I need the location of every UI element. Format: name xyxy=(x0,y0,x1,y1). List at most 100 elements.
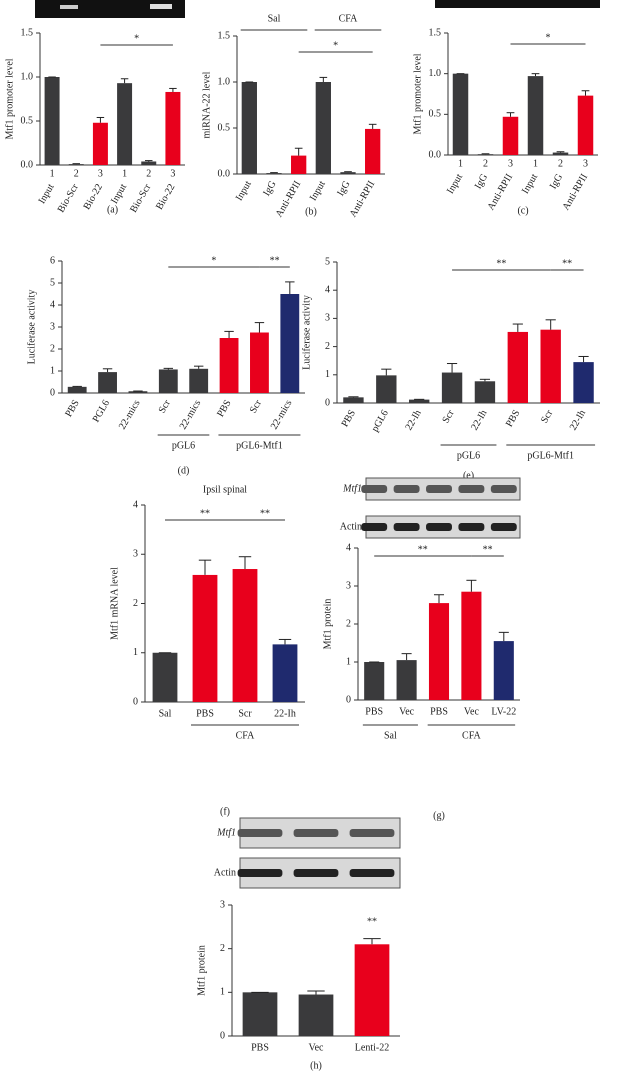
y-axis-label: Mtf1 protein xyxy=(196,945,207,996)
significance-label: * xyxy=(211,255,216,266)
y-axis-label: Luciferase activity xyxy=(301,295,312,370)
y-tick-label: 1 xyxy=(133,647,138,658)
x-tick-label: 22-Ih xyxy=(469,408,489,432)
y-tick-label: 1.5 xyxy=(21,27,34,38)
blot-label: Mtf1 xyxy=(216,827,236,838)
y-tick-label: 4 xyxy=(325,284,330,295)
panel-label: (g) xyxy=(433,810,445,821)
panel-label: (e) xyxy=(463,470,474,481)
x-tick-label: Vec xyxy=(464,706,480,717)
bar xyxy=(92,122,108,165)
x-tick-label: Input xyxy=(234,179,254,203)
bar xyxy=(98,372,117,393)
sub-label: 1 xyxy=(533,158,538,169)
panel-label: (d) xyxy=(178,465,190,476)
x-tick-label: Scr xyxy=(157,398,174,416)
blot-band xyxy=(237,869,283,877)
y-axis-label: Mtf1 mRNA level xyxy=(109,567,120,640)
y-axis-label: Mtf1 promoter level xyxy=(412,53,423,134)
blot-band xyxy=(293,869,339,877)
sub-label: 3 xyxy=(98,168,103,179)
y-tick-label: 1.0 xyxy=(21,71,34,82)
x-tick-label: IgG xyxy=(548,172,565,191)
y-axis-label: Mtf1 protein xyxy=(322,599,333,650)
bar xyxy=(340,172,356,174)
x-tick-label: PBS xyxy=(340,408,358,429)
y-tick-label: 0 xyxy=(133,696,138,707)
gel-band xyxy=(60,5,78,9)
y-tick-label: 1 xyxy=(325,369,330,380)
x-tick-label: IgG xyxy=(335,179,352,198)
blot-label: Actin xyxy=(340,521,362,532)
panel-label: (a) xyxy=(107,204,118,215)
x-tick-label: 22-Ih xyxy=(274,708,296,719)
blot-band xyxy=(393,523,420,531)
x-tick-label: Input xyxy=(520,172,540,196)
group-label: Sal xyxy=(384,730,397,741)
bar xyxy=(165,91,181,165)
y-tick-label: 0.0 xyxy=(218,168,231,179)
bar xyxy=(280,294,300,393)
x-tick-label: PBS xyxy=(196,708,214,719)
y-tick-label: 1 xyxy=(346,656,351,667)
y-tick-label: 0 xyxy=(346,694,351,705)
y-tick-label: 1.0 xyxy=(429,68,442,79)
y-tick-label: 4 xyxy=(346,542,351,553)
sub-label: 2 xyxy=(483,158,488,169)
bar xyxy=(354,944,390,1036)
bar xyxy=(461,591,482,700)
x-tick-label: 22-Ih xyxy=(568,408,588,432)
y-tick-label: 2 xyxy=(325,341,330,352)
y-tick-label: 0.0 xyxy=(21,159,34,170)
blot-band xyxy=(458,523,485,531)
bar xyxy=(364,662,385,700)
x-tick-label: 22-mics xyxy=(269,398,295,431)
y-tick-label: 0.5 xyxy=(429,109,442,120)
blot-label: Actin xyxy=(214,867,236,878)
panel-label: (h) xyxy=(310,1060,322,1071)
bar xyxy=(158,369,178,393)
group-label: Sal xyxy=(268,13,281,24)
blot-band xyxy=(490,485,517,493)
x-tick-label: Input xyxy=(445,172,465,196)
y-tick-label: 5 xyxy=(50,277,55,288)
blot-band xyxy=(361,523,388,531)
x-tick-label: 22-mics xyxy=(117,398,143,431)
blot-band xyxy=(293,829,339,837)
bar xyxy=(128,391,148,393)
bar xyxy=(474,381,496,403)
x-tick-label: PBS xyxy=(365,706,383,717)
x-tick-label: Anti-RPII xyxy=(486,172,516,212)
y-tick-label: 6 xyxy=(50,255,55,266)
y-axis-label: Luciferase activity xyxy=(26,290,37,365)
x-tick-label: Vec xyxy=(309,1042,325,1053)
significance-label: * xyxy=(333,40,338,51)
blot-band xyxy=(426,523,452,531)
sub-label: 2 xyxy=(558,158,563,169)
group-label: pGL6-Mtf1 xyxy=(527,450,574,461)
bar xyxy=(67,386,87,393)
bar xyxy=(141,161,157,165)
y-tick-label: 3 xyxy=(220,899,225,910)
y-tick-label: 1 xyxy=(50,365,55,376)
blot-label: Mtf1 xyxy=(342,483,362,494)
x-tick-label: Scr xyxy=(440,408,457,426)
sub-label: 1 xyxy=(122,168,127,179)
bar xyxy=(552,152,569,155)
blot-band xyxy=(490,523,517,531)
x-tick-label: Input xyxy=(37,182,57,206)
bar xyxy=(291,155,307,174)
x-tick-label: Bio-Scr xyxy=(128,182,153,215)
bar xyxy=(573,362,594,403)
y-tick-label: 3 xyxy=(325,313,330,324)
group-label: pGL6-Mtf1 xyxy=(236,440,283,451)
significance-label: ** xyxy=(418,544,428,555)
y-tick-label: 0 xyxy=(50,387,55,398)
bar xyxy=(44,77,60,165)
bar xyxy=(232,569,258,702)
y-tick-label: 0 xyxy=(325,397,330,408)
x-tick-label: LV-22 xyxy=(491,706,516,717)
sub-label: 3 xyxy=(170,168,175,179)
bar xyxy=(250,332,269,393)
x-tick-label: Input xyxy=(109,182,129,206)
